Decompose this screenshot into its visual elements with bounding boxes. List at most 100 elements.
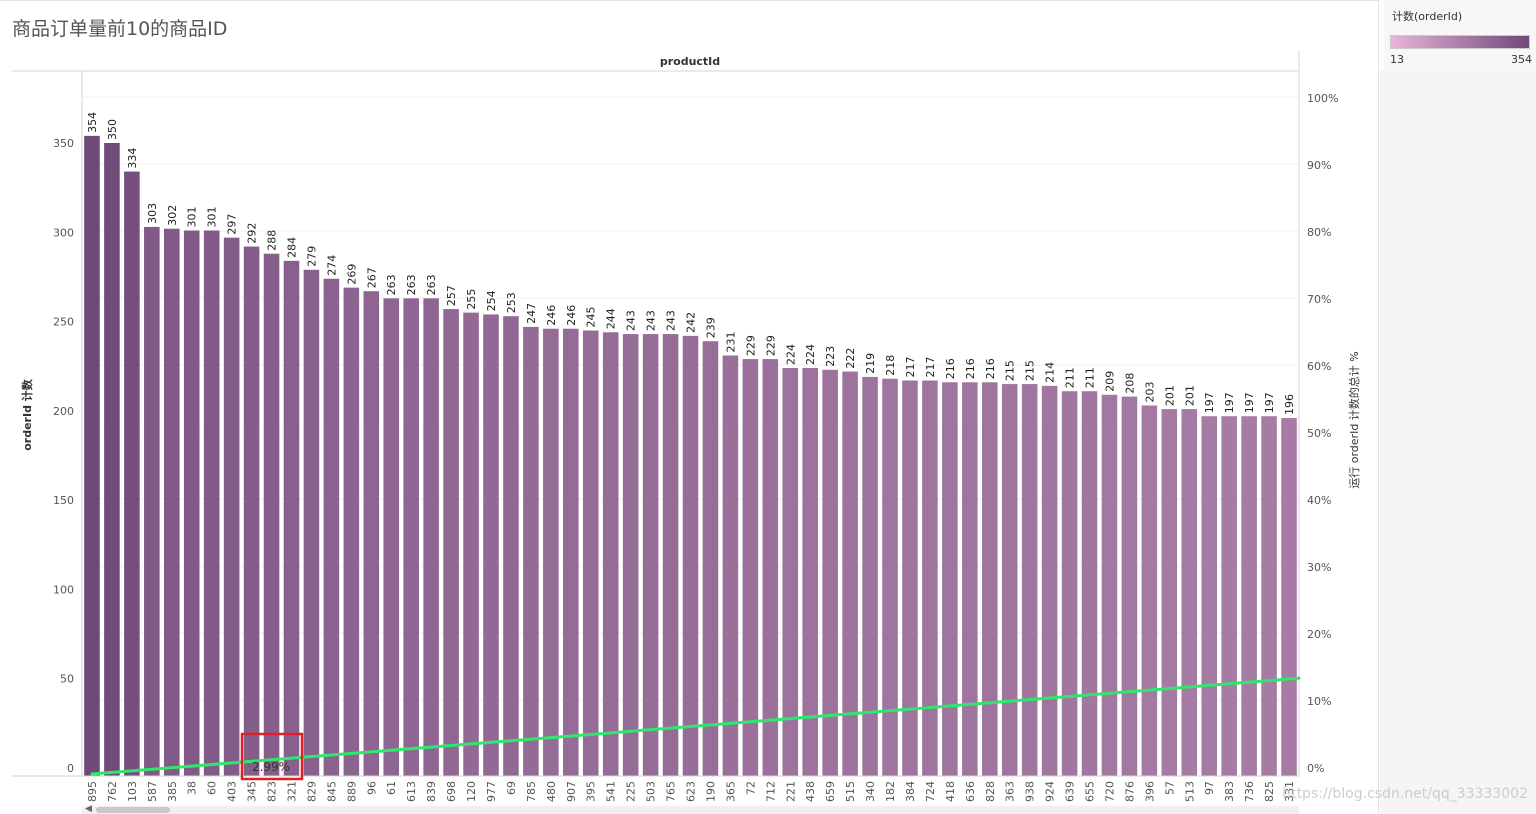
bar	[1061, 391, 1078, 776]
data-label: 229	[764, 335, 777, 356]
scrollbar-thumb[interactable]	[96, 807, 170, 813]
data-label: 239	[704, 317, 717, 338]
bar	[1201, 416, 1218, 776]
bar	[582, 330, 599, 776]
x-tick-label: 120	[465, 781, 478, 802]
data-label: 255	[465, 289, 478, 310]
y-tick-label: 0	[67, 762, 74, 775]
x-tick-label: 659	[824, 781, 837, 802]
y-axis-title: orderId 计数	[20, 378, 34, 451]
data-label: 217	[904, 357, 917, 378]
y2-axis-title: 运行 orderId 计数的总计 %	[1347, 351, 1361, 489]
x-tick-label: 825	[1263, 781, 1276, 802]
data-label: 224	[804, 344, 817, 365]
x-tick-label: 636	[964, 781, 977, 802]
x-tick-label: 829	[305, 781, 318, 802]
data-label: 254	[485, 290, 498, 311]
color-legend[interactable]: 计数(orderId) 13 354	[1384, 0, 1536, 70]
x-tick-label: 724	[924, 781, 937, 802]
x-tick-label: 895	[86, 781, 99, 802]
data-label: 354	[86, 112, 99, 133]
bar	[962, 382, 978, 776]
y-tick-label: 50	[60, 673, 74, 686]
bar	[981, 382, 998, 776]
bar	[383, 298, 400, 776]
x-tick-label: 96	[365, 781, 378, 795]
bar	[183, 230, 200, 776]
y-tick-label: 350	[53, 137, 74, 150]
data-label: 209	[1103, 371, 1116, 392]
data-label: 211	[1064, 367, 1077, 388]
bar	[782, 368, 799, 776]
data-label: 219	[864, 353, 877, 374]
x-tick-label: 72	[744, 781, 757, 795]
data-label: 231	[724, 332, 737, 353]
bar	[1041, 385, 1058, 776]
bar	[1181, 409, 1198, 776]
data-label: 211	[1084, 367, 1097, 388]
bar	[682, 335, 699, 776]
data-label: 245	[585, 307, 598, 328]
x-tick-label: 321	[285, 781, 298, 802]
horizontal-scrollbar[interactable]	[82, 806, 1299, 814]
x-tick-label: 876	[1123, 781, 1136, 802]
bar	[942, 382, 958, 776]
data-label: 253	[505, 292, 518, 313]
bar	[862, 376, 878, 776]
data-label: 279	[305, 246, 318, 267]
data-label: 242	[685, 312, 698, 333]
x-tick-label: 613	[405, 781, 418, 802]
x-tick-label: 61	[385, 781, 398, 795]
scroll-left-icon[interactable]: ◀	[85, 804, 92, 814]
data-label: 216	[944, 358, 957, 379]
y-tick-label: 200	[53, 405, 74, 418]
data-label: 301	[206, 207, 219, 228]
x-axis-title: productId	[660, 55, 720, 68]
x-tick-label: 38	[186, 781, 199, 795]
x-tick-label: 823	[266, 781, 279, 802]
x-tick-label: 221	[784, 781, 797, 802]
x-tick-label: 977	[485, 781, 498, 802]
bar	[203, 230, 220, 776]
y2-tick-label: 30%	[1307, 561, 1331, 574]
y2-tick-label: 80%	[1307, 226, 1331, 239]
x-tick-label: 60	[206, 781, 219, 795]
bar	[124, 171, 140, 777]
bar	[722, 355, 739, 776]
y2-tick-labels: 0% 10% 20% 30% 40% 50% 60% 70% 80% 90% 100%	[1307, 92, 1338, 775]
data-label: 224	[784, 344, 797, 365]
data-label: 197	[1203, 392, 1216, 413]
bar	[84, 135, 100, 776]
data-label: 274	[325, 255, 338, 276]
x-tick-label: 655	[1084, 781, 1097, 802]
data-label: 257	[445, 285, 458, 306]
sidebar-panel	[1380, 70, 1536, 814]
data-label: 208	[1123, 373, 1136, 394]
x-tick-label: 182	[884, 781, 897, 802]
bar	[662, 334, 679, 776]
y2-tick-label: 10%	[1307, 695, 1331, 708]
bar	[163, 228, 180, 776]
data-labels: 354 350 334 303 302 301 301 297 292 288 284 279 274 2…	[86, 112, 1296, 415]
data-label: 334	[126, 148, 139, 169]
y-tick-label: 300	[53, 226, 74, 239]
y-tick-label: 250	[53, 316, 74, 329]
data-label: 216	[984, 358, 997, 379]
bar	[343, 287, 360, 776]
x-tick-labels: 895 762 103 587 385 38 60 403 345 823 321 829 845 889…	[86, 781, 1296, 802]
y2-tick-label: 0%	[1307, 762, 1324, 775]
bar	[1021, 384, 1038, 776]
legend-title: 计数(orderId)	[1392, 10, 1463, 23]
bar	[822, 369, 838, 776]
data-label: 229	[744, 335, 757, 356]
bar	[762, 359, 779, 776]
x-tick-label: 503	[645, 781, 658, 802]
data-label: 223	[824, 346, 837, 367]
bar	[223, 237, 240, 777]
legend-min: 13	[1390, 53, 1404, 66]
data-label: 263	[385, 274, 398, 295]
data-label: 269	[345, 264, 358, 285]
data-label: 216	[964, 358, 977, 379]
bar	[802, 368, 818, 776]
x-tick-label: 363	[1004, 781, 1017, 802]
